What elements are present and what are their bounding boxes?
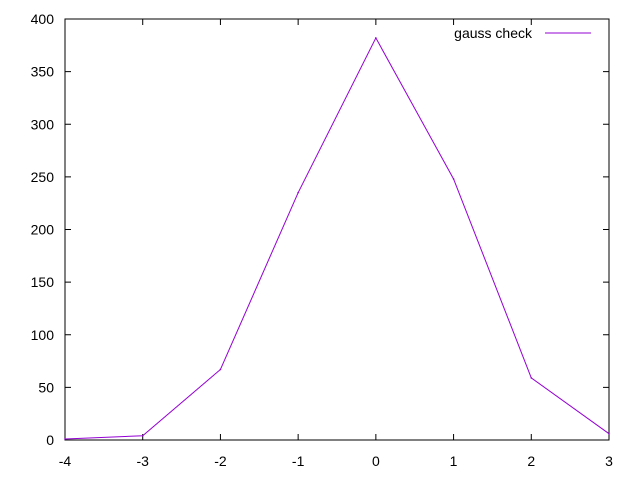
y-tick-label: 400 [31, 11, 55, 27]
data-point [452, 178, 455, 180]
y-tick-label: 350 [31, 64, 55, 80]
y-tick-label: 200 [31, 222, 55, 238]
legend-label: gauss check [454, 25, 533, 41]
x-tick-label: -2 [214, 453, 227, 469]
series-layer [64, 36, 610, 440]
data-point [219, 368, 222, 371]
y-tick-label: 100 [31, 327, 55, 343]
y-tick-label: 50 [38, 379, 54, 395]
x-tick-label: 1 [450, 453, 458, 469]
plot-frame [64, 18, 610, 441]
data-point [530, 377, 533, 379]
x-tick-label: 0 [372, 453, 380, 469]
x-tick-label: 2 [527, 453, 535, 469]
y-axis: 0 50 100 150 200 250 300 350 400 [31, 11, 609, 448]
data-point [64, 438, 66, 440]
x-tick-label: -1 [292, 453, 305, 469]
y-tick-label: 250 [31, 169, 55, 185]
y-tick-label: 0 [46, 432, 54, 448]
legend: gauss check [454, 25, 591, 41]
data-point [608, 432, 610, 435]
data-point [375, 37, 377, 39]
series-line [64, 36, 610, 440]
x-axis: -4 -3 -2 -1 0 1 2 3 [59, 19, 613, 469]
y-tick-label: 150 [31, 274, 55, 290]
data-point [297, 191, 299, 194]
x-tick-label: 3 [605, 453, 613, 469]
x-tick-label: -4 [59, 453, 72, 469]
x-tick-label: -3 [136, 453, 149, 469]
data-point [141, 434, 144, 437]
y-tick-label: 300 [31, 116, 55, 132]
